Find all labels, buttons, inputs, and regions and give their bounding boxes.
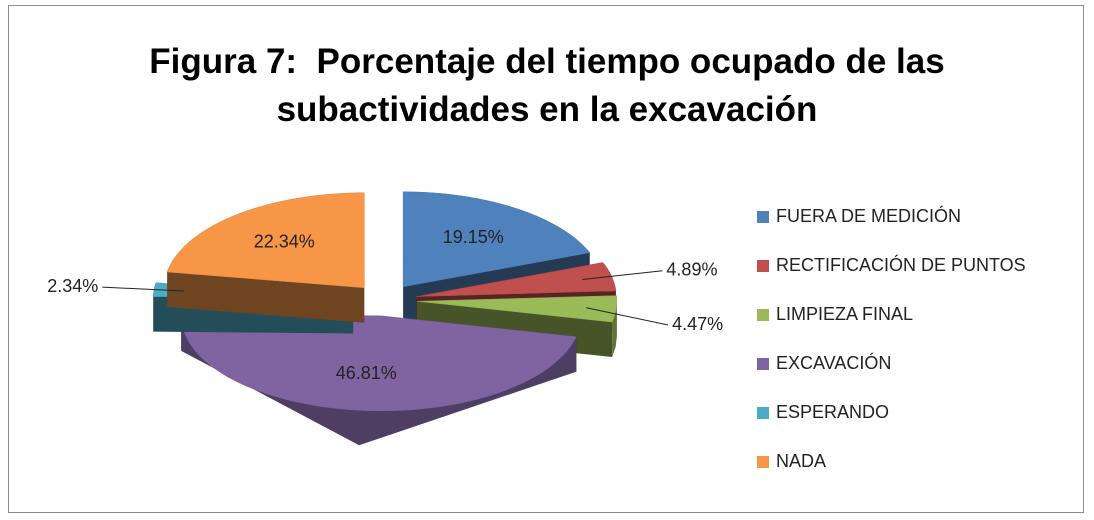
data-label: 19.15% xyxy=(443,227,504,247)
legend-label: EXCAVACIÓN xyxy=(776,352,891,373)
data-label: 46.81% xyxy=(336,363,397,383)
leader-line xyxy=(582,270,663,280)
data-label: 22.34% xyxy=(254,232,315,252)
slice-wall xyxy=(181,315,577,446)
data-label: 4.89% xyxy=(666,260,717,280)
legend-label: NADA xyxy=(776,451,826,471)
leader-line xyxy=(102,286,184,292)
legend-swatch xyxy=(757,211,769,223)
slice-top xyxy=(166,192,365,289)
legend-label: RECTIFICACIÓN DE PUNTOS xyxy=(776,254,1026,275)
chart-frame xyxy=(8,5,1084,513)
pie-slice xyxy=(166,192,365,323)
slice-top xyxy=(402,191,591,288)
legend-label: ESPERANDO xyxy=(776,402,889,422)
legend-swatch xyxy=(757,358,769,370)
data-label: 2.34% xyxy=(47,276,98,296)
chart-title: Figura 7: Porcentaje del tiempo ocupado … xyxy=(149,42,955,129)
slice-top xyxy=(416,295,618,323)
slice-top xyxy=(180,313,577,412)
legend-swatch xyxy=(757,407,769,419)
legend-label: LIMPIEZA FINAL xyxy=(776,304,913,324)
leader-line xyxy=(586,307,669,326)
legend-swatch xyxy=(757,309,769,321)
legend-swatch xyxy=(757,260,769,272)
slice-wall xyxy=(612,301,617,358)
data-label: 4.47% xyxy=(672,314,723,334)
legend-swatch xyxy=(757,456,769,468)
legend-label: FUERA DE MEDICIÓN xyxy=(776,205,961,226)
slice-side xyxy=(167,271,365,323)
